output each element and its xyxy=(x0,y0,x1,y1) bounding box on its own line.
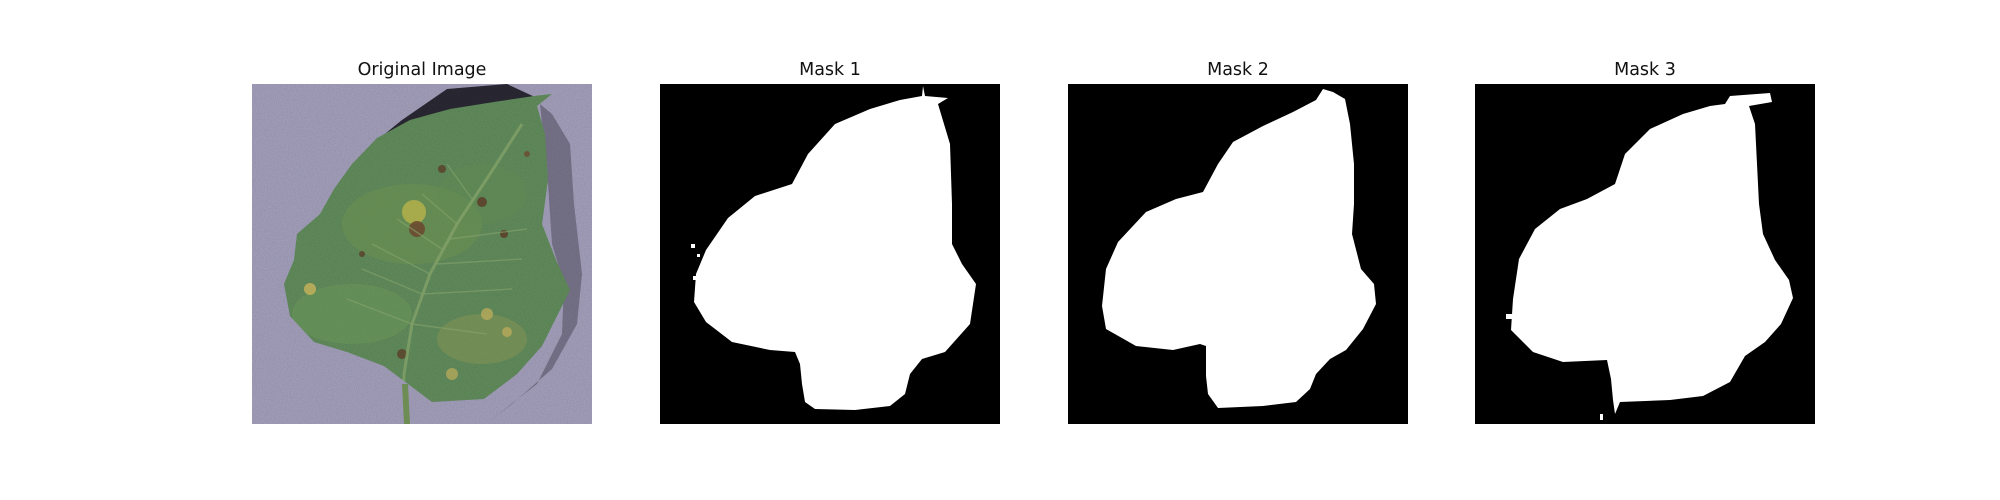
mask-1-image xyxy=(660,84,1000,424)
panel-mask-2: Mask 2 xyxy=(1068,57,1408,424)
panel-title: Original Image xyxy=(357,60,487,80)
mask-2-image xyxy=(1068,84,1408,424)
panel-mask-1: Mask 1 xyxy=(660,57,1000,424)
mask-3-image xyxy=(1475,84,1815,424)
panel-mask-3: Mask 3 xyxy=(1475,57,1815,424)
mask-3-leaf-region xyxy=(1511,93,1793,414)
panel-original-image: Original Image xyxy=(252,57,592,424)
leaf-photo xyxy=(252,84,592,424)
panel-title: Mask 1 xyxy=(799,60,861,80)
mask-2-leaf-region xyxy=(1102,89,1376,408)
mask-1-leaf-region xyxy=(694,86,976,410)
panel-title: Mask 3 xyxy=(1614,60,1676,80)
panel-title: Mask 2 xyxy=(1207,60,1269,80)
